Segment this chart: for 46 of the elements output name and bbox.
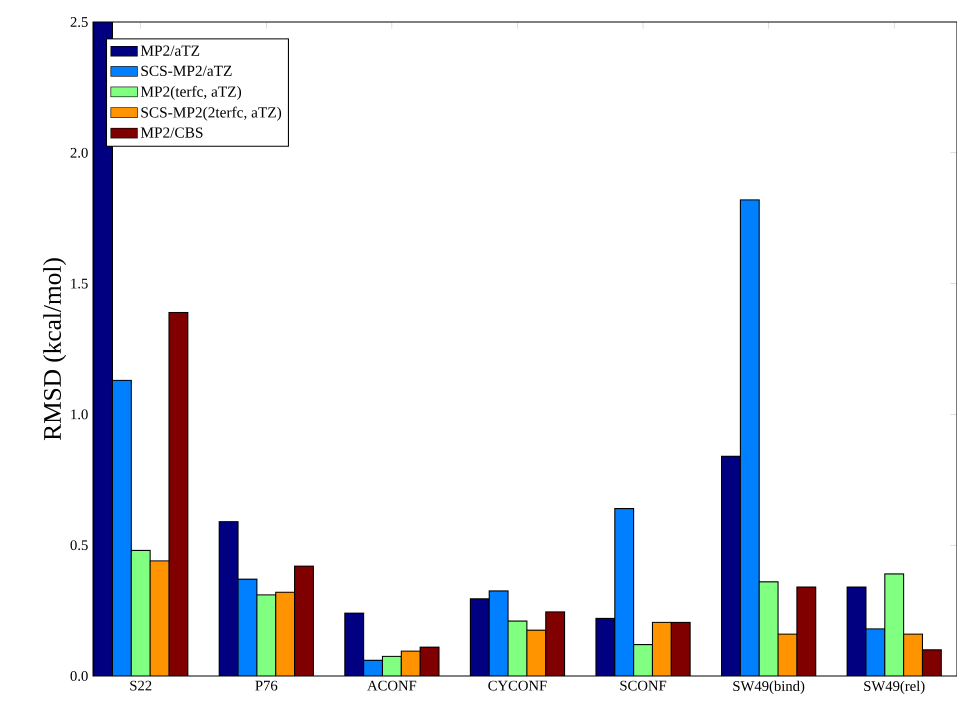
- x-tick-label: CYCONF: [488, 680, 547, 691]
- y-axis-title: RMSD (kcal/mol): [43, 258, 66, 440]
- y-tick-label: 0.5: [70, 540, 88, 550]
- x-tick-label: P76: [255, 680, 278, 691]
- bar: [112, 380, 132, 676]
- y-tick-label: 1.0: [71, 409, 88, 420]
- bar: [884, 573, 904, 676]
- y-tick-label: 0.0: [70, 671, 88, 681]
- x-tick-label: SW49(rel): [864, 680, 925, 694]
- bar: [150, 560, 170, 676]
- y-tick-label: 2.5: [70, 17, 88, 27]
- y-tick-label: 1.5: [71, 278, 88, 289]
- bar: [778, 634, 798, 676]
- legend-label: SCS-MP2/aTZ: [141, 66, 232, 76]
- bar: [382, 656, 402, 676]
- x-tick-label: SCONF: [620, 680, 666, 691]
- y-tick-label: 2.0: [70, 148, 88, 158]
- bar: [903, 634, 923, 676]
- x-tick-label: S22: [130, 680, 152, 691]
- bar: [758, 581, 779, 676]
- bar: [488, 590, 509, 676]
- bar: [633, 644, 654, 676]
- bar: [740, 199, 760, 676]
- bar: [401, 651, 420, 676]
- bar: [275, 592, 296, 676]
- bar: [796, 586, 816, 676]
- bar: [614, 508, 634, 676]
- bar: [294, 566, 314, 676]
- bar: [168, 312, 188, 676]
- x-tick-label: ACONF: [367, 680, 416, 691]
- bar: [545, 611, 566, 676]
- bar: [256, 594, 276, 676]
- bar: [922, 649, 942, 676]
- legend-label: SCS-MP2(2terfc, aTZ): [141, 106, 282, 121]
- bar: [670, 622, 691, 676]
- bar: [130, 550, 151, 676]
- bar: [238, 578, 258, 676]
- bar: [508, 620, 528, 676]
- legend-label: MP2(terfc, aTZ): [140, 86, 242, 100]
- bar: [865, 628, 886, 676]
- bar: [420, 647, 439, 676]
- legend-label: MP2/CBS: [140, 127, 202, 138]
- x-tick-label: SW49(bind): [733, 680, 804, 694]
- legend-label: MP2/aTZ: [140, 46, 200, 56]
- bar: [526, 630, 546, 676]
- bar: [652, 622, 672, 676]
